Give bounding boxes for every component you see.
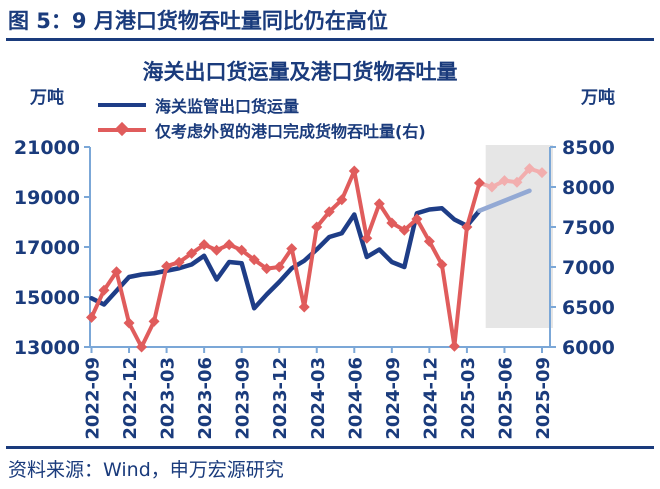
x-axis-tick-label: 2024-09 — [383, 357, 404, 440]
right-axis-tick-label: 8500 — [562, 137, 615, 159]
diamond-marker-icon — [511, 176, 523, 188]
diamond-marker-icon — [498, 175, 510, 187]
diamond-marker-icon — [411, 213, 423, 225]
x-axis-tick-label: 2025-06 — [495, 357, 516, 440]
left-axis-unit: 万吨 — [30, 88, 64, 108]
x-axis-tick-label: 2022-12 — [120, 357, 141, 440]
legend-item-port-throughput: 仅考虑外贸的港口完成货物吞吐量(右) — [98, 117, 426, 142]
diamond-marker-icon — [523, 163, 535, 175]
left-axis-tick-label: 15000 — [14, 287, 80, 309]
right-axis-tick-label: 6000 — [562, 337, 615, 359]
series-line-customs-exports — [477, 188, 532, 213]
chart-legend: 海关监管出口货运量 仅考虑外贸的港口完成货物吞吐量(右) — [98, 92, 426, 142]
x-axis-tick-label: 2024-12 — [420, 357, 441, 440]
diamond-marker-icon — [211, 244, 223, 256]
diamond-marker-icon — [461, 221, 473, 233]
diamond-marker-icon — [298, 301, 310, 313]
diamond-marker-icon — [148, 315, 160, 327]
footer-divider — [6, 446, 654, 449]
diamond-marker-icon — [436, 259, 448, 271]
legend-label-port-throughput: 仅考虑外贸的港口完成货物吞吐量(右) — [155, 121, 426, 141]
diamond-marker-icon — [248, 254, 260, 266]
diamond-marker-icon — [486, 181, 498, 193]
legend-line-swatch-blue — [98, 102, 146, 107]
diamond-marker-icon — [111, 266, 123, 278]
x-axis-tick-label: 2024-03 — [308, 357, 329, 440]
x-axis-tick-label: 2023-03 — [158, 357, 179, 440]
legend-label-customs-exports: 海关监管出口货运量 — [155, 96, 300, 116]
diamond-marker-icon — [286, 243, 298, 255]
diamond-marker-icon — [348, 165, 360, 177]
x-axis-tick-label: 2023-06 — [195, 357, 216, 440]
right-axis-unit: 万吨 — [581, 88, 615, 108]
diamond-marker-icon — [173, 256, 185, 268]
diamond-marker-icon — [186, 247, 198, 259]
diamond-marker-icon — [336, 194, 348, 206]
x-axis-tick-label: 2025-03 — [458, 357, 479, 440]
title-underline — [6, 38, 654, 41]
diamond-marker-icon — [114, 121, 130, 137]
right-axis-tick-label: 6500 — [562, 297, 615, 319]
diamond-marker-icon — [536, 167, 548, 179]
diamond-marker-icon — [398, 224, 410, 236]
diamond-marker-icon — [198, 239, 210, 251]
diamond-marker-icon — [423, 235, 435, 247]
diamond-marker-icon — [373, 198, 385, 210]
diamond-marker-icon — [473, 177, 485, 189]
diamond-marker-icon — [386, 217, 398, 229]
x-axis-tick-label: 2023-12 — [270, 357, 291, 440]
left-axis-tick-label: 17000 — [14, 237, 80, 259]
legend-item-customs-exports: 海关监管出口货运量 — [98, 92, 426, 117]
x-axis-tick-label: 2022-09 — [83, 357, 104, 440]
source-note: 资料来源：Wind，申万宏源研究 — [8, 459, 284, 481]
legend-line-swatch-red — [98, 121, 146, 137]
diamond-marker-icon — [448, 340, 460, 352]
right-axis-tick-label: 8000 — [562, 177, 615, 199]
diamond-marker-icon — [311, 221, 323, 233]
x-axis-tick-label: 2025-09 — [533, 357, 554, 440]
x-axis-tick-label: 2024-06 — [345, 357, 366, 440]
diamond-marker-icon — [261, 263, 273, 275]
right-axis-tick-label: 7500 — [562, 217, 615, 239]
right-axis-tick-label: 7000 — [562, 257, 615, 279]
left-axis-tick-label: 21000 — [14, 137, 80, 159]
chart-title: 海关出口货运量及港口货物吞吐量 — [142, 60, 458, 84]
diamond-marker-icon — [161, 260, 173, 272]
left-axis-tick-label: 19000 — [14, 187, 80, 209]
x-axis-tick-label: 2023-09 — [233, 357, 254, 440]
diamond-marker-icon — [123, 317, 135, 329]
diamond-marker-icon — [236, 244, 248, 256]
diamond-marker-icon — [98, 284, 110, 296]
figure-title: 图 5：9 月港口货物吞吐量同比仍在高位 — [8, 9, 388, 33]
diamond-marker-icon — [361, 232, 373, 244]
diamond-marker-icon — [223, 239, 235, 251]
diamond-marker-icon — [323, 206, 335, 218]
diamond-marker-icon — [86, 311, 97, 323]
diamond-marker-icon — [273, 261, 285, 273]
left-axis-tick-label: 13000 — [14, 337, 80, 359]
diamond-marker-icon — [136, 341, 148, 353]
